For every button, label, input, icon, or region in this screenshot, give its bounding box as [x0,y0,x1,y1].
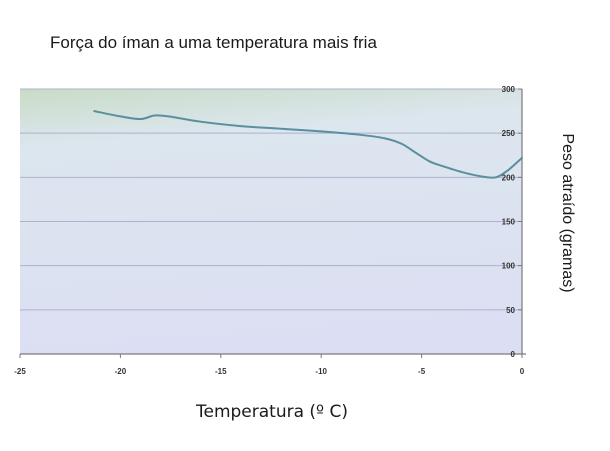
x-tick-label: -10 [315,367,327,376]
data-point [428,160,431,163]
series-layer [93,110,523,179]
data-point [360,134,363,136]
x-tick-label: -25 [14,367,26,376]
y-tick-labels: 0 50 100 150 200 250 300 [502,85,522,359]
data-point [384,137,387,140]
data-point [521,157,523,159]
data-point [460,171,463,173]
y-tick-label: 100 [502,262,516,271]
x-tick-label: -20 [115,367,127,376]
data-point [414,151,417,154]
y-tick-label: 150 [502,218,516,227]
data-point [400,142,403,145]
y-tick-label: 300 [502,85,516,94]
x-tick-label: 0 [520,367,525,376]
data-point [199,120,202,123]
data-point [153,114,156,117]
data-point [139,118,142,120]
x-tick-label: -5 [418,367,426,376]
y-tick-label: 50 [506,306,515,315]
y-tick-label: 200 [502,173,516,182]
data-point [93,110,96,112]
data-point [440,165,443,167]
x-tick-labels: -25 -20 -15 -10 -5 0 [14,354,525,376]
y-axis-label: Peso atraído (gramas) [559,133,576,292]
y-tick-label: 0 [511,350,516,359]
series-line [93,110,523,179]
x-tick-label: -15 [215,367,227,376]
data-point [119,115,122,118]
y-tick-label: 250 [502,129,516,138]
gridlines [20,88,522,311]
chart-title: Força do íman a uma temperatura mais fri… [50,33,377,52]
data-point [240,125,242,127]
data-point [167,115,170,118]
data-point [495,176,497,179]
data-point [507,169,509,172]
data-point [320,130,323,133]
x-axis-label: Temperatura (º C) [195,402,348,422]
data-point [280,127,282,130]
data-point [481,175,483,178]
